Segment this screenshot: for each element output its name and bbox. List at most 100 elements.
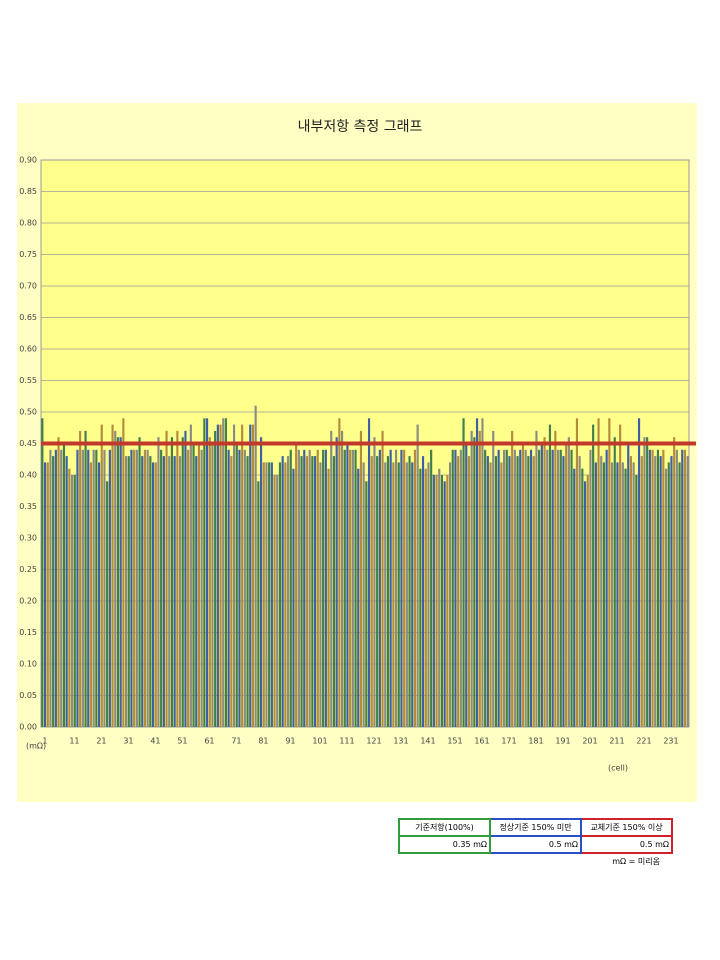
bar <box>68 468 71 727</box>
x-tick-label: 31 <box>123 737 133 746</box>
bar <box>65 456 68 727</box>
x-tick-label: 221 <box>636 737 651 746</box>
bar <box>84 430 87 727</box>
bar <box>554 430 557 727</box>
bar <box>200 449 203 727</box>
bar <box>624 468 627 727</box>
bar <box>373 437 376 727</box>
bar <box>432 475 435 727</box>
bar <box>659 456 662 727</box>
bar <box>133 449 136 727</box>
bar <box>524 449 527 727</box>
bar <box>384 462 387 727</box>
bar <box>621 462 624 727</box>
bar <box>681 449 684 727</box>
y-tick-label: 0.90 <box>19 156 37 165</box>
legend-header: 정상기준 150% 미만 <box>489 818 582 837</box>
bar <box>308 449 311 727</box>
bar <box>43 462 47 727</box>
bar <box>246 456 249 727</box>
bar <box>467 456 471 727</box>
bar <box>440 475 444 727</box>
bar <box>76 449 79 727</box>
bar <box>52 456 55 727</box>
bar <box>214 430 217 727</box>
bar <box>116 437 120 727</box>
bar <box>640 456 643 727</box>
y-tick-label: 0.60 <box>19 345 37 354</box>
y-tick-label: 0.40 <box>19 471 37 480</box>
bar <box>613 437 616 727</box>
x-tick-label: 61 <box>204 737 214 746</box>
y-tick-label: 0.65 <box>19 313 37 322</box>
bar <box>583 481 587 727</box>
bar <box>592 424 595 727</box>
x-tick-label: 91 <box>285 737 295 746</box>
bar <box>543 437 546 727</box>
bar <box>408 456 411 727</box>
bar <box>502 449 506 727</box>
bar <box>87 449 90 727</box>
bar <box>243 449 246 727</box>
x-tick-label: 101 <box>312 737 327 746</box>
bar <box>124 456 128 727</box>
bar <box>46 462 49 727</box>
bar <box>548 424 552 727</box>
bar <box>589 449 592 727</box>
bar <box>646 437 649 727</box>
bar <box>235 443 238 727</box>
bar <box>394 449 398 727</box>
bar <box>106 481 109 727</box>
bar <box>662 449 665 727</box>
bar <box>335 437 338 727</box>
bar <box>197 443 201 727</box>
bar <box>138 437 141 727</box>
bar <box>181 437 184 727</box>
bar <box>675 449 678 727</box>
x-tick-label: 231 <box>663 737 678 746</box>
bar <box>597 418 600 727</box>
bar <box>608 418 611 727</box>
bar <box>538 449 541 727</box>
bar <box>168 456 171 727</box>
bar <box>70 475 74 727</box>
bar <box>176 430 179 727</box>
bar <box>629 456 633 727</box>
bar <box>481 418 484 727</box>
legend-header: 기준저항(100%) <box>398 818 491 837</box>
bar <box>95 449 98 727</box>
bar <box>505 449 508 727</box>
bar <box>54 449 57 727</box>
bar <box>351 449 354 727</box>
bar <box>173 456 176 727</box>
bar <box>108 449 111 727</box>
x-tick-label: 41 <box>150 737 160 746</box>
bar <box>540 443 543 727</box>
bar <box>567 437 570 727</box>
bar <box>405 462 408 727</box>
bar <box>322 449 325 727</box>
bar <box>532 456 535 727</box>
bar <box>648 449 651 727</box>
bar <box>470 430 473 727</box>
bar <box>670 456 673 727</box>
bar <box>365 481 368 727</box>
bar <box>241 424 244 727</box>
bar <box>627 443 630 727</box>
bar <box>189 424 192 727</box>
x-tick-label: 171 <box>501 737 516 746</box>
bar <box>219 424 222 727</box>
bar <box>619 424 622 727</box>
bar <box>154 462 157 727</box>
bar <box>273 475 276 727</box>
bar <box>556 449 560 727</box>
bar <box>475 418 479 727</box>
bar <box>211 443 214 727</box>
bar <box>160 449 163 727</box>
bar <box>249 424 252 727</box>
bar <box>305 456 309 727</box>
bar <box>421 456 425 727</box>
bar <box>184 430 187 727</box>
bar <box>443 481 446 727</box>
bar <box>346 443 349 727</box>
